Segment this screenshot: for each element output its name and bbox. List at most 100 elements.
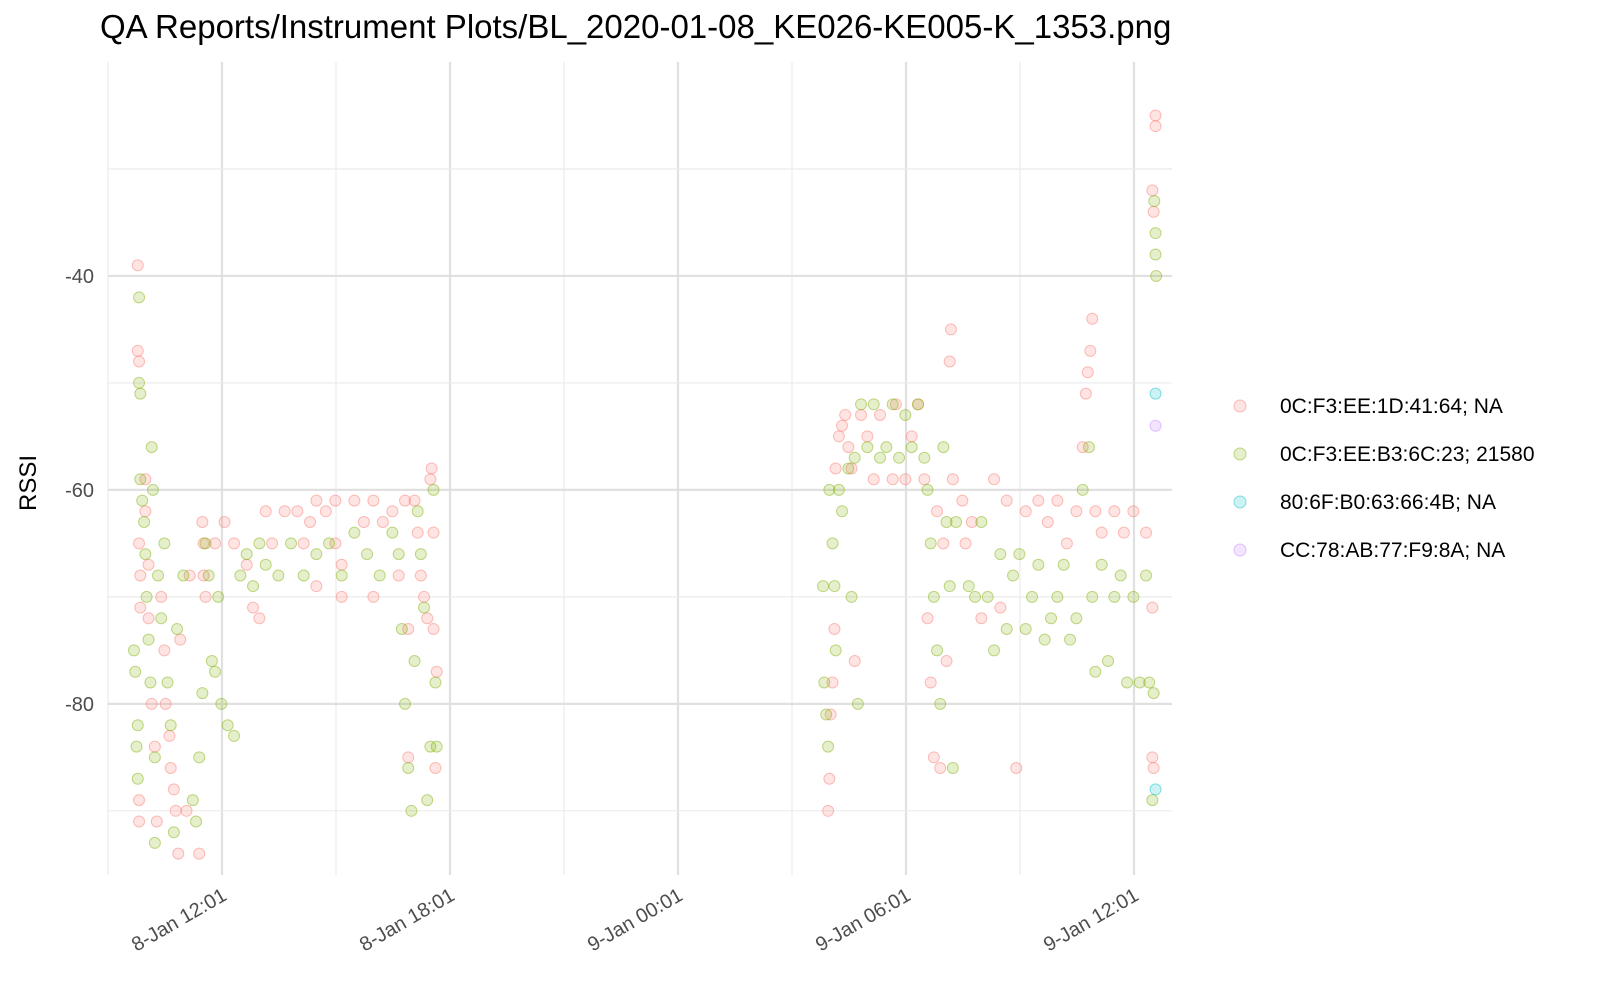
data-point [424, 473, 437, 486]
data-point [855, 409, 868, 422]
data-point [164, 719, 177, 732]
data-point [946, 762, 959, 775]
data-point [1032, 558, 1045, 571]
data-point [429, 676, 442, 689]
data-point [1140, 526, 1153, 539]
data-point [411, 526, 424, 539]
data-point [297, 569, 310, 582]
legend-label: CC:78:AB:77:F9:8A; NA [1280, 539, 1505, 562]
data-point [408, 494, 421, 507]
data-point [836, 419, 849, 432]
data-point [247, 580, 260, 593]
data-point [823, 772, 836, 785]
data-point [146, 483, 159, 496]
data-point [193, 751, 206, 764]
data-point [826, 537, 839, 550]
data-point [134, 601, 147, 614]
data-point [1114, 569, 1127, 582]
data-point [133, 376, 146, 389]
data-point [1070, 505, 1083, 518]
y-tick-label: -40 [65, 266, 94, 288]
data-point [278, 505, 291, 518]
data-point [937, 537, 950, 550]
data-point [145, 441, 158, 454]
data-point [133, 355, 146, 368]
data-point [158, 537, 171, 550]
data-point [988, 644, 1001, 657]
data-point [1127, 590, 1140, 603]
data-point [148, 836, 161, 849]
data-point [828, 622, 841, 635]
data-point [845, 590, 858, 603]
legend-label: 0C:F3:EE:B3:6C:23; 21580 [1280, 443, 1535, 466]
data-point [1076, 441, 1089, 454]
data-point [969, 590, 982, 603]
data-point [155, 612, 168, 625]
data-point [240, 558, 253, 571]
data-point [228, 729, 241, 742]
data-point [886, 398, 899, 411]
data-point [1146, 794, 1159, 807]
data-point [848, 451, 861, 464]
data-point [1000, 494, 1013, 507]
data-point [408, 655, 421, 668]
data-point [133, 291, 146, 304]
data-point [136, 494, 149, 507]
data-point [131, 772, 144, 785]
data-point [357, 515, 370, 528]
data-point [335, 558, 348, 571]
data-point [171, 622, 184, 635]
data-point [946, 473, 959, 486]
data-point [140, 590, 153, 603]
data-point [943, 355, 956, 368]
data-point [818, 676, 831, 689]
data-point [130, 740, 143, 753]
data-point [177, 569, 190, 582]
data-point [1108, 505, 1121, 518]
data-point [927, 590, 940, 603]
data-point [931, 644, 944, 657]
data-point [399, 494, 412, 507]
data-point [323, 537, 336, 550]
x-tick-label: 8-Jan 18:01 [356, 884, 458, 956]
data-point [1070, 612, 1083, 625]
data-point [319, 505, 332, 518]
data-point [1127, 505, 1140, 518]
data-point [247, 601, 260, 614]
data-point [905, 441, 918, 454]
data-point [133, 537, 146, 550]
x-tick-label: 9-Jan 06:01 [812, 884, 914, 956]
data-point [828, 580, 841, 593]
data-point [905, 430, 918, 443]
data-point [899, 409, 912, 422]
data-point [1076, 483, 1089, 496]
data-point [1019, 505, 1032, 518]
data-point [880, 441, 893, 454]
data-point [988, 473, 1001, 486]
data-point [386, 505, 399, 518]
data-point [1079, 387, 1092, 400]
x-tick-label: 9-Jan 00:01 [584, 884, 686, 956]
data-point [1147, 687, 1160, 700]
data-point [367, 590, 380, 603]
data-point [1095, 558, 1108, 571]
data-point [139, 505, 152, 518]
data-point [1081, 366, 1094, 379]
data-point [1060, 537, 1073, 550]
data-point [199, 537, 212, 550]
data-point [253, 537, 266, 550]
data-point [131, 344, 144, 357]
data-point [1051, 590, 1064, 603]
data-point [133, 815, 146, 828]
data-point [1051, 494, 1064, 507]
data-point [874, 451, 887, 464]
data-point [937, 441, 950, 454]
data-point [169, 804, 182, 817]
data-point [430, 740, 443, 753]
data-point [376, 515, 389, 528]
data-point [1149, 419, 1162, 432]
data-point [361, 548, 374, 561]
data-point [134, 387, 147, 400]
data-point [962, 580, 975, 593]
data-point [975, 612, 988, 625]
